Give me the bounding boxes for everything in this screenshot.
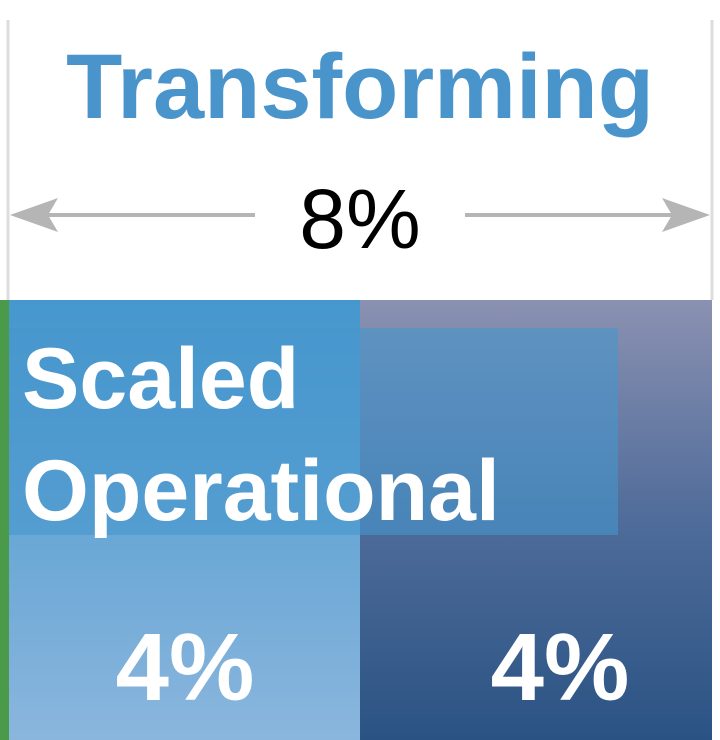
edge-strip bbox=[0, 300, 9, 740]
span-arrow bbox=[10, 198, 710, 232]
segment-label: Operational bbox=[22, 443, 500, 539]
title: Transforming bbox=[66, 36, 654, 138]
segment-value: 4% bbox=[491, 614, 630, 721]
span-label: 8% bbox=[299, 172, 420, 266]
segment-label: Scaled bbox=[22, 331, 299, 427]
label-box bbox=[9, 328, 618, 535]
segment-value: 4% bbox=[116, 614, 255, 721]
